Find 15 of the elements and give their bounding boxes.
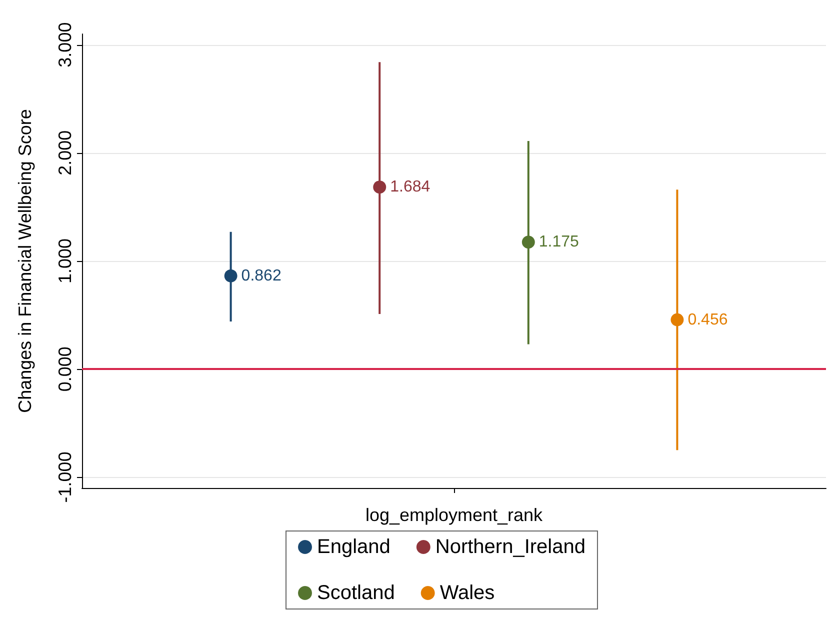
data-label: 0.862 bbox=[241, 267, 282, 284]
legend-label: Scotland bbox=[317, 582, 395, 604]
data-label: 1.684 bbox=[390, 178, 430, 196]
legend-label: Wales bbox=[440, 582, 495, 604]
y-tick-label: 2.000 bbox=[55, 130, 75, 176]
legend-label: England bbox=[317, 536, 390, 558]
y-tick-label: -1.000 bbox=[55, 452, 75, 503]
y-tick-label: 3.000 bbox=[55, 22, 75, 68]
legend-label: Northern_Ireland bbox=[435, 536, 586, 558]
x-tick-label: log_employment_rank bbox=[365, 505, 544, 525]
y-axis-title: Changes in Financial Wellbeing Score bbox=[15, 109, 35, 413]
y-tick-label: 0.000 bbox=[55, 346, 75, 392]
y-tick-label: 1.000 bbox=[55, 238, 75, 284]
data-label: 0.456 bbox=[688, 311, 728, 328]
data-label: 1.175 bbox=[538, 234, 580, 251]
